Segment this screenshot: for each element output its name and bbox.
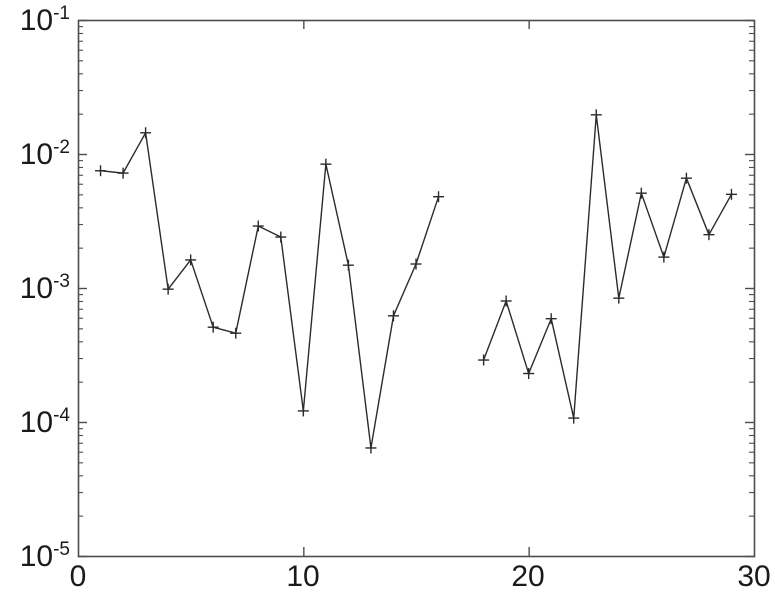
data-point-marker [95,165,107,177]
x-tick-label-10: 10 [286,560,320,593]
data-point-marker [658,251,670,263]
x-tick-label-20: 20 [511,560,545,593]
data-point-marker [703,229,715,241]
y-tick-label-1e-1: 10-1 [19,3,70,37]
data-point-marker [613,292,625,304]
data-point-marker [230,327,242,339]
data-point-marker [478,354,490,366]
data-point-marker [568,412,580,424]
data-point-marker [590,109,602,121]
data-point-marker [252,220,264,232]
x-tick-label-0: 0 [69,560,87,593]
y-tick-label-1e-5: 10-5 [19,539,70,573]
y-tick-label-1e-3: 10-3 [19,271,70,305]
data-point-marker [523,368,535,380]
y-tick-label-1e-4: 10-4 [19,405,70,439]
data-point-marker [117,167,129,179]
data-line-1 [100,132,440,449]
data-point-marker [185,254,197,266]
data-point-marker [500,295,512,307]
data-point-marker [342,259,354,271]
x-tick-label-30: 30 [737,560,771,593]
data-point-marker [207,321,219,333]
data-point-marker [140,127,152,139]
data-point-marker [297,405,309,417]
data-point-marker [680,172,692,184]
data-point-marker [635,187,647,199]
data-point-marker [162,283,174,295]
data-point-marker [365,442,377,454]
y-tick-label-1e-2: 10-2 [19,137,70,171]
data-point-marker [275,231,287,243]
data-line-2 [482,114,733,419]
data-point-marker [433,191,445,203]
data-point-marker [725,188,737,200]
axis-frame [77,19,756,558]
data-point-marker [320,158,332,170]
data-point-marker [410,258,422,270]
data-point-marker [545,313,557,325]
data-point-marker [387,310,399,322]
